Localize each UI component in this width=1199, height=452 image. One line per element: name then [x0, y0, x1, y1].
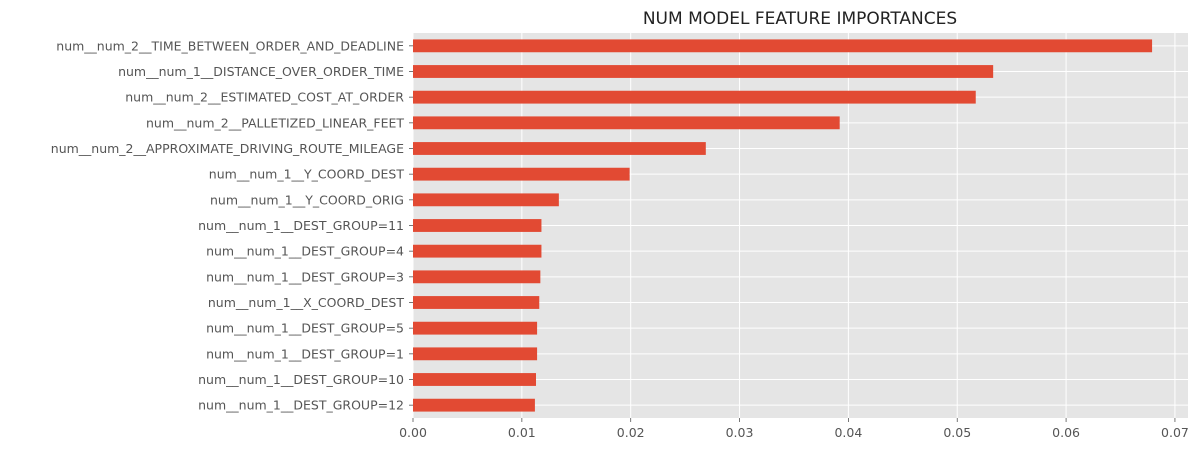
y-tick-label: num__num_1__DEST_GROUP=12	[198, 398, 404, 413]
y-tick-label: num__num_1__DEST_GROUP=4	[206, 244, 404, 259]
x-tick-label: 0.01	[508, 425, 536, 440]
y-tick-label: num__num_1__DEST_GROUP=1	[206, 346, 404, 361]
y-tick-label: num__num_2__PALLETIZED_LINEAR_FEET	[146, 115, 404, 130]
bar	[413, 373, 536, 386]
x-tick-label: 0.07	[1161, 425, 1189, 440]
y-tick-label: num__num_1__Y_COORD_ORIG	[210, 192, 404, 207]
bar	[413, 219, 542, 232]
y-tick-label: num__num_2__ESTIMATED_COST_AT_ORDER	[125, 90, 404, 105]
y-tick-labels: num__num_2__TIME_BETWEEN_ORDER_AND_DEADL…	[51, 38, 413, 413]
chart-title: NUM MODEL FEATURE IMPORTANCES	[643, 9, 957, 29]
bar	[413, 321, 538, 335]
x-tick-label: 0.02	[617, 425, 645, 440]
y-tick-label: num__num_1__Y_COORD_DEST	[209, 167, 405, 182]
bar	[413, 270, 541, 284]
x-tick-label: 0.03	[726, 425, 754, 440]
bar	[413, 193, 559, 207]
x-tick-labels: 0.00 0.01 0.02 0.03 0.04 0.05 0.06 0.07	[399, 418, 1189, 440]
x-tick-label: 0.05	[943, 425, 971, 440]
bar	[413, 398, 535, 412]
bars	[413, 39, 1153, 412]
bar	[413, 116, 840, 130]
bar	[413, 347, 538, 361]
y-tick-label: num__num_1__X_COORD_DEST	[208, 295, 404, 310]
y-tick-label: num__num_1__DEST_GROUP=5	[206, 321, 404, 336]
bar	[413, 90, 976, 104]
y-tick-label: num__num_2__TIME_BETWEEN_ORDER_AND_DEADL…	[56, 38, 404, 53]
y-tick-label: num__num_1__DISTANCE_OVER_ORDER_TIME	[118, 64, 404, 79]
bar	[413, 296, 540, 309]
bar	[413, 244, 542, 258]
x-tick-label: 0.00	[399, 425, 427, 440]
bar	[413, 142, 706, 155]
y-tick-label: num__num_1__DEST_GROUP=3	[206, 269, 404, 284]
y-tick-label: num__num_1__DEST_GROUP=11	[198, 218, 404, 233]
x-tick-label: 0.06	[1052, 425, 1080, 440]
y-tick-label: num__num_1__DEST_GROUP=10	[198, 372, 404, 387]
y-tick-label: num__num_2__APPROXIMATE_DRIVING_ROUTE_MI…	[51, 141, 404, 156]
bar	[413, 167, 630, 181]
bar	[413, 39, 1153, 53]
x-tick-label: 0.04	[834, 425, 862, 440]
bar	[413, 65, 994, 78]
